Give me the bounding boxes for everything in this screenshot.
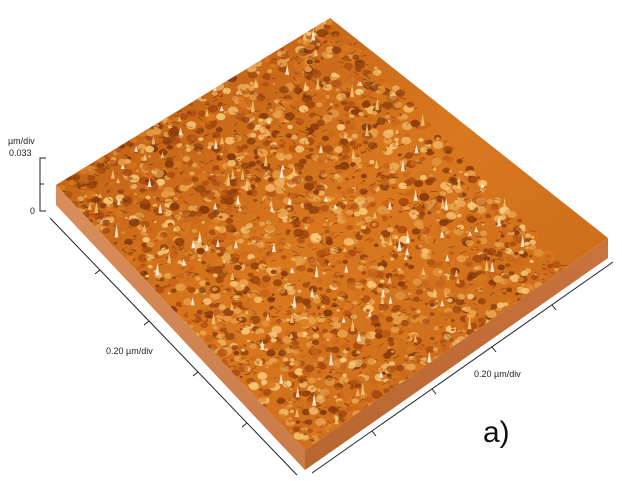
z-axis: µm/div 0.033 0 xyxy=(8,136,46,216)
y-axis-label: 0.20 µm/div xyxy=(474,369,521,379)
surface-topography xyxy=(56,18,608,450)
z-axis-min-label: 0 xyxy=(30,206,35,216)
base-side-right xyxy=(305,238,608,470)
x-axis: 0.20 µm/div xyxy=(49,217,298,476)
y-axis: 0.20 µm/div xyxy=(311,261,614,474)
z-axis-unit-label: µm/div xyxy=(8,136,35,146)
base-side-left xyxy=(56,185,305,470)
panel-label: a) xyxy=(483,416,510,449)
z-axis-max-label: 0.033 xyxy=(9,148,32,158)
x-axis-label: 0.20 µm/div xyxy=(106,346,153,356)
